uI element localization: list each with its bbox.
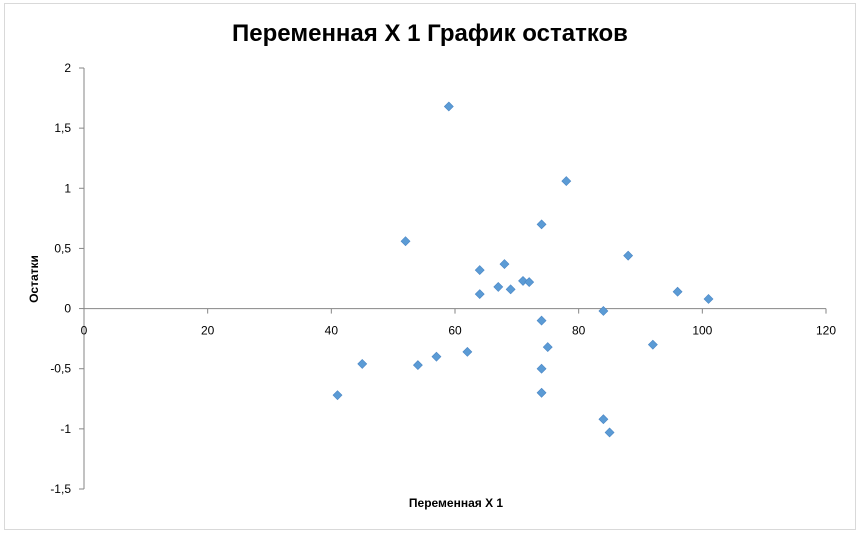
x-tick-label: 80	[572, 324, 586, 338]
data-point	[647, 339, 658, 350]
data-points	[332, 101, 714, 438]
y-axis-title: Остатки	[27, 255, 41, 303]
data-point	[357, 358, 368, 369]
data-point	[536, 315, 547, 326]
data-point	[536, 219, 547, 230]
data-point	[604, 427, 615, 438]
y-tick-label: 0,5	[54, 241, 71, 255]
y-tick-label: 2	[64, 61, 71, 75]
x-tick-label: 0	[81, 324, 88, 338]
x-tick-label: 100	[692, 324, 712, 338]
data-point	[400, 236, 411, 247]
y-tick-label: -1	[60, 422, 71, 436]
x-tick-label: 40	[325, 324, 339, 338]
tick-labels: -1,5-1-0,500,511,520 20 40 60 80 100 120	[50, 61, 836, 496]
axes	[79, 67, 827, 490]
data-point	[598, 306, 609, 316]
x-tick-label: 60	[448, 324, 462, 338]
chart-title: Переменная X 1 График остатков	[232, 20, 628, 47]
data-point	[493, 281, 504, 292]
data-point	[518, 275, 528, 286]
data-point	[443, 101, 454, 112]
y-tick-label: 0	[64, 302, 71, 316]
x-tick-label: 20	[201, 324, 215, 338]
data-point	[542, 342, 553, 352]
data-point	[536, 363, 547, 374]
x-tick-label: 120	[816, 324, 836, 338]
y-tick-label: 1,5	[54, 121, 71, 135]
data-point	[462, 346, 473, 357]
data-point	[536, 387, 547, 398]
y-tick-label: -0,5	[50, 362, 71, 376]
data-point	[598, 414, 609, 425]
y-tick-label: 1	[64, 181, 71, 195]
data-point	[672, 286, 683, 297]
data-point	[412, 360, 423, 371]
data-point	[703, 294, 714, 304]
data-point	[524, 277, 535, 288]
chart-area	[4, 3, 856, 530]
data-point	[561, 176, 572, 186]
data-point	[332, 390, 343, 401]
data-point	[474, 289, 485, 300]
data-point	[431, 351, 442, 362]
x-axis-title: Переменная X 1	[409, 496, 504, 510]
data-point	[499, 259, 510, 269]
data-point	[474, 265, 485, 276]
y-tick-label: -1,5	[50, 482, 71, 496]
data-point	[505, 284, 516, 295]
data-point	[623, 250, 634, 261]
